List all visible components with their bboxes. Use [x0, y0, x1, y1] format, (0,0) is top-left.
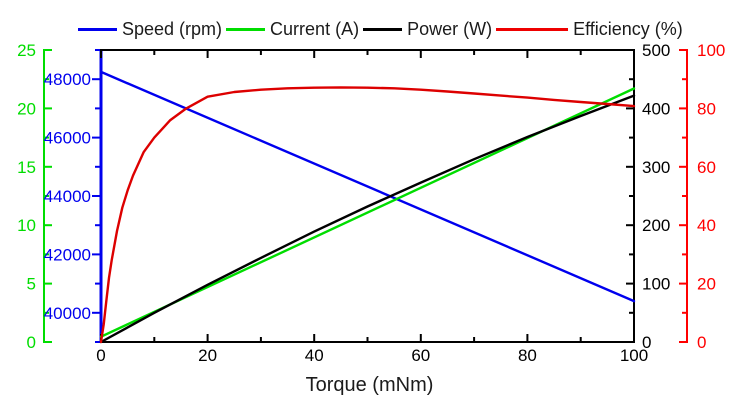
power-tick-label: 500 — [642, 41, 670, 60]
power-tick-label: 0 — [642, 333, 651, 352]
power-line-swatch — [363, 27, 403, 31]
efficiency-tick-label: 20 — [697, 275, 716, 294]
power-tick-label: 400 — [642, 99, 670, 118]
legend-label-speed: Speed (rpm) — [122, 19, 223, 39]
current-tick-label: 5 — [27, 275, 36, 294]
power-tick-label: 300 — [642, 158, 670, 177]
chart-legend: Speed (rpm) Current (A) Power (W) Effici… — [78, 17, 687, 41]
x-tick-label: 20 — [198, 346, 217, 365]
legend-label-power: Power (W) — [407, 19, 493, 39]
current-tick-label: 25 — [17, 41, 36, 60]
x-tick-label: 100 — [620, 346, 648, 365]
current-tick-label: 15 — [17, 158, 36, 177]
speed-tick-label: 40000 — [44, 304, 91, 323]
speed-tick-label: 42000 — [44, 245, 91, 264]
x-axis-title: Torque (mNm) — [306, 374, 434, 396]
current-axis: 0 5 10 15 20 25 — [17, 41, 52, 352]
x-axis-title: Torque (mNm) — [306, 374, 434, 396]
speed-tick-label: 46000 — [44, 129, 91, 148]
x-axis: 0 20 40 60 80 100 — [96, 49, 648, 365]
series-line-speed — [99, 70, 636, 303]
efficiency-tick-label: 100 — [697, 41, 725, 60]
efficiency-axis: 0 20 40 60 80 100 — [679, 41, 725, 352]
speed-tick-label: 48000 — [44, 70, 91, 89]
series-line-efficiency — [99, 86, 636, 344]
efficiency-tick-label: 40 — [697, 216, 716, 235]
speed-axis: 40000 42000 44000 46000 48000 — [44, 49, 103, 343]
speed-tick-label: 44000 — [44, 187, 91, 206]
power-axis: 0 100 200 300 400 500 — [626, 41, 670, 352]
efficiency-tick-label: 0 — [697, 333, 706, 352]
efficiency-line-swatch — [496, 27, 569, 31]
power-tick-label: 200 — [642, 216, 670, 235]
speed-line-swatch — [78, 27, 117, 31]
current-tick-label: 0 — [27, 333, 36, 352]
series-speed — [99, 70, 636, 303]
legend-item-power: Power (W) — [363, 17, 496, 41]
power-tick-label: 100 — [642, 275, 670, 294]
series-power — [99, 94, 636, 344]
x-tick-label: 80 — [518, 346, 537, 365]
current-tick-label: 10 — [17, 216, 36, 235]
series-line-power — [99, 94, 636, 344]
current-line-swatch — [226, 27, 266, 31]
efficiency-tick-label: 60 — [697, 158, 716, 177]
efficiency-tick-label: 80 — [697, 99, 716, 118]
legend-item-speed: Speed (rpm) — [78, 17, 226, 41]
x-tick-label: 60 — [411, 346, 430, 365]
legend-label-current: Current (A) — [270, 19, 360, 39]
current-tick-label: 20 — [17, 99, 36, 118]
series-efficiency — [99, 86, 636, 344]
x-tick-label: 0 — [96, 346, 105, 365]
legend-item-efficiency: Efficiency (%) — [496, 17, 687, 41]
x-tick-label: 40 — [305, 346, 324, 365]
legend-item-current: Current (A) — [226, 17, 363, 41]
legend-label-efficiency: Efficiency (%) — [573, 19, 683, 39]
